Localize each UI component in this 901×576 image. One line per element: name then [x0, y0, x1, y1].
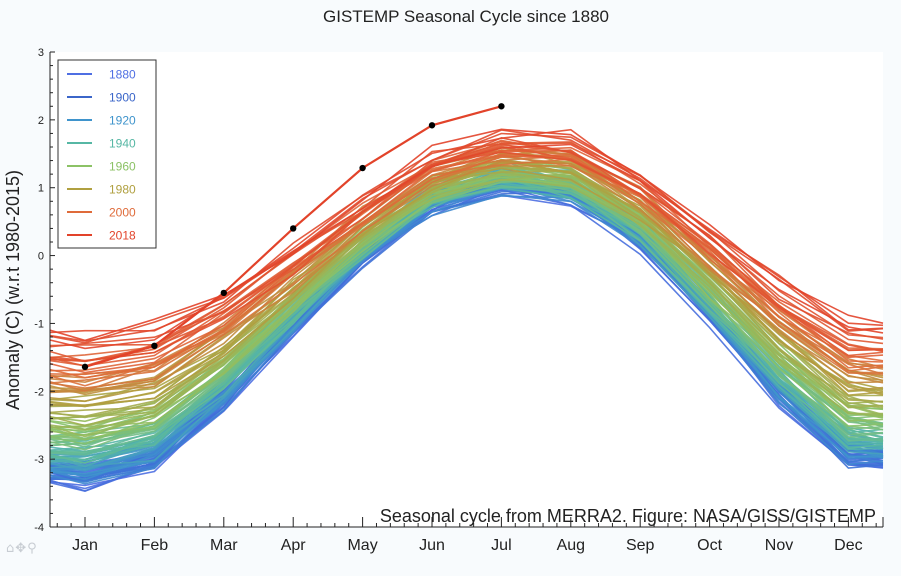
series-lines	[49, 128, 884, 493]
series-2018-points	[81, 103, 505, 371]
data-point-2018	[81, 363, 89, 371]
y-axis-label: Anomaly (C) (w.r.t 1980-2015)	[3, 170, 23, 410]
data-point-2018	[498, 103, 505, 110]
year-line	[49, 194, 884, 485]
legend-box	[57, 59, 157, 249]
legend-label: 1880	[109, 68, 136, 82]
x-tick-label: Mar	[210, 537, 238, 554]
legend-label: 2000	[109, 206, 136, 220]
x-tick-label: Jun	[419, 537, 445, 554]
y-tick-label: 3	[38, 47, 44, 59]
axes: -4 -3 -2 -1 0 1 2 3 Jan Feb Mar Apr May Jun Jul Aug Sep O…	[34, 47, 884, 554]
legend: 1880 1900 1920 1940 1960 1980 2000 2018	[57, 59, 157, 249]
year-line	[49, 169, 884, 429]
year-line	[49, 151, 884, 362]
year-line	[49, 128, 884, 342]
x-tick-label: Nov	[765, 537, 793, 554]
year-line	[49, 143, 884, 350]
x-tick-label: Apr	[281, 537, 307, 554]
x-tick-label: Dec	[834, 537, 862, 554]
year-line	[49, 178, 883, 431]
chart-title: GISTEMP Seasonal Cycle since 1880	[323, 7, 609, 26]
y-tick-label: 0	[38, 251, 44, 263]
data-point-2018	[428, 122, 436, 129]
data-point-2018	[220, 289, 227, 297]
zoom-icon[interactable]: ⚲	[27, 541, 37, 556]
y-tick-label: -1	[34, 318, 44, 330]
x-tick-label: Aug	[557, 537, 585, 554]
y-tick-label: 1	[38, 183, 44, 195]
plot-toolbar: ⌂ ✥ ⚲	[6, 542, 37, 556]
year-line	[49, 164, 884, 393]
x-tick-label: Sep	[626, 537, 655, 554]
legend-label: 1920	[109, 114, 136, 128]
y-tick-label: -4	[34, 522, 44, 534]
pan-icon[interactable]: ✥	[15, 541, 27, 556]
year-line	[49, 144, 884, 363]
x-tick-label: Jan	[72, 537, 98, 554]
legend-label: 2018	[109, 229, 136, 243]
legend-label: 1940	[109, 137, 136, 151]
year-line	[49, 187, 884, 463]
x-tick-label: Jul	[491, 537, 511, 554]
year-line	[49, 128, 884, 334]
legend-label: 1980	[109, 183, 136, 197]
year-line	[49, 170, 884, 414]
legend-label: 1960	[109, 160, 136, 174]
y-tick-label: -2	[34, 386, 44, 398]
y-tick-label: -3	[34, 454, 44, 466]
x-tick-label: Oct	[697, 537, 722, 554]
year-line	[49, 160, 884, 394]
data-point-2018	[359, 164, 366, 172]
data-point-2018	[290, 225, 297, 232]
year-line	[49, 154, 884, 389]
source-annotation: Seasonal cycle from MERRA2. Figure: NASA…	[380, 506, 876, 526]
year-line	[49, 158, 884, 384]
x-tick-label: May	[347, 537, 377, 554]
legend-label: 1900	[109, 91, 136, 105]
y-tick-label: 2	[38, 115, 44, 127]
data-point-2018	[151, 342, 158, 350]
home-icon[interactable]: ⌂	[6, 541, 15, 556]
x-tick-label: Feb	[141, 537, 169, 554]
